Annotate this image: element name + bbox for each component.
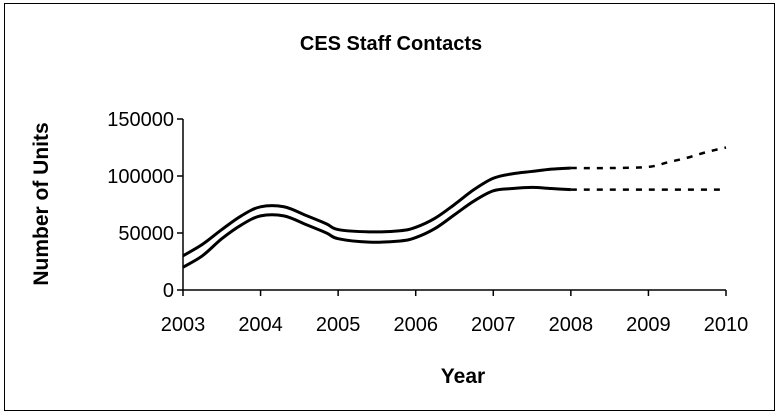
x-tick-label: 2010 bbox=[704, 314, 749, 336]
x-tick-label: 2006 bbox=[393, 314, 438, 336]
x-tick-label: 2005 bbox=[316, 314, 361, 336]
series-line-1 bbox=[182, 166, 571, 258]
y-axis-title: Number of Units bbox=[30, 122, 53, 285]
x-tick-label: 2009 bbox=[626, 314, 671, 336]
series-lines bbox=[182, 146, 727, 269]
x-tick-label: 2007 bbox=[471, 314, 516, 336]
y-tick-label: 100000 bbox=[107, 166, 174, 188]
x-tick-label: 2003 bbox=[161, 314, 206, 336]
projection-line-3 bbox=[570, 146, 727, 170]
chart-title: CES Staff Contacts bbox=[300, 33, 482, 55]
y-tick-label: 150000 bbox=[107, 109, 174, 131]
x-tick-label: 2008 bbox=[549, 314, 594, 336]
line-chart: CES Staff Contacts Number of Units Year … bbox=[30, 33, 748, 388]
series-line-2 bbox=[182, 185, 571, 269]
y-tick-label: 0 bbox=[163, 280, 174, 302]
x-tick-label: 2004 bbox=[238, 314, 283, 336]
chart-frame: CES Staff Contacts Number of Units Year … bbox=[4, 3, 775, 411]
y-tick-label: 50000 bbox=[118, 223, 174, 245]
x-axis-title: Year bbox=[441, 365, 485, 388]
axes: 0 50000 100000 150000 2003 2004 2005 2006 2007 20… bbox=[107, 109, 748, 336]
